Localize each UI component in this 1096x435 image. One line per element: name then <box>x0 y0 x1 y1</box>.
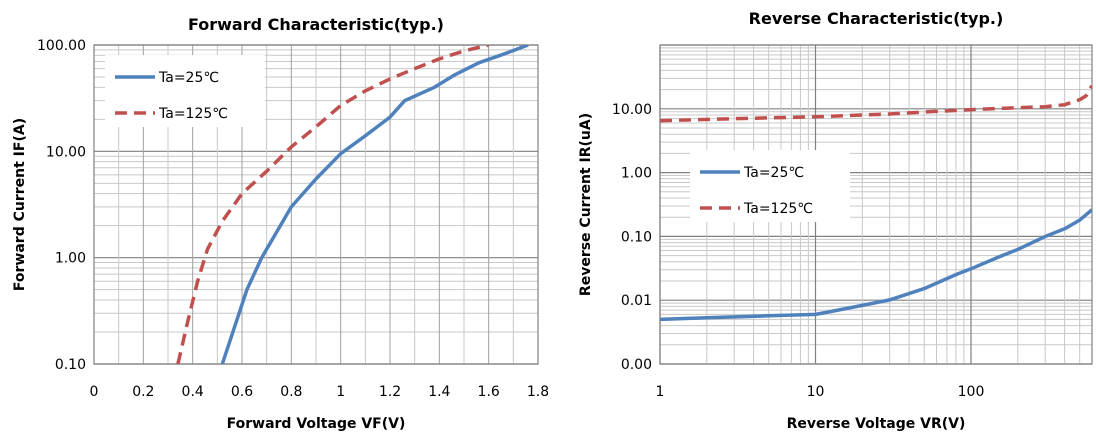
series-line-ta-25c <box>660 208 1092 322</box>
x-tick-label: 0.4 <box>182 384 204 400</box>
chart-title: Forward Characteristic(typ.) <box>188 15 444 34</box>
x-tick-label: 0 <box>90 384 99 400</box>
y-axis-label: Reverse Current IR(uA) <box>578 113 594 296</box>
series-line-ta-25c <box>220 45 529 364</box>
y-tick-label: 10.00 <box>46 144 86 160</box>
x-tick-label: 10 <box>807 384 825 400</box>
x-tick-label: 1.2 <box>379 384 401 400</box>
legend-label: Ta=125℃ <box>158 106 228 122</box>
x-tick-label: 100 <box>958 384 985 400</box>
series-line-ta-125c <box>660 84 1092 123</box>
plot-border <box>93 44 539 365</box>
reverse-characteristic-svg: Reverse Characteristic(typ.) 0.00 0.01 0.10… <box>578 9 1093 432</box>
y-tick-label: 0.01 <box>621 293 652 309</box>
legend-label: Ta=25℃ <box>158 70 219 86</box>
y-tick-label: 0.10 <box>621 229 652 245</box>
y-tick-label: 100.00 <box>37 38 86 54</box>
x-tick-label: 0.6 <box>231 384 253 400</box>
legend: Ta=25℃ Ta=125℃ <box>690 150 850 222</box>
forward-characteristic-svg: Forward Characteristic(typ.) 0.10 1.00 10.0… <box>12 15 548 432</box>
y-tick-label: 1.00 <box>55 251 86 267</box>
y-tick-label: 0.00 <box>621 357 652 373</box>
chart-title: Reverse Characteristic(typ.) <box>749 9 1004 28</box>
x-tick-label: 1.4 <box>428 384 450 400</box>
x-axis-label: Forward Voltage VF(V) <box>227 416 406 432</box>
forward-characteristic-chart: Forward Characteristic(typ.) 0.10 1.00 10.0… <box>12 15 548 432</box>
x-tick-label: 0.2 <box>132 384 154 400</box>
grid <box>659 44 1093 365</box>
x-tick-label: 0.8 <box>280 384 302 400</box>
x-tick-label: 1.8 <box>527 384 548 400</box>
y-tick-label: 0.10 <box>55 357 86 373</box>
legend: Ta=25℃ Ta=125℃ <box>105 55 265 127</box>
x-axis-label: Reverse Voltage VR(V) <box>787 416 966 432</box>
legend-box <box>690 150 850 222</box>
grid <box>93 44 539 365</box>
series-line-ta-125c <box>176 45 490 364</box>
x-tick-label: 1 <box>656 384 665 400</box>
y-axis-label: Forward Current IF(A) <box>12 118 28 291</box>
x-tick-label: 1 <box>336 384 345 400</box>
x-tick-label: 1.6 <box>478 384 500 400</box>
legend-label: Ta=25℃ <box>743 165 804 181</box>
legend-box <box>105 55 265 127</box>
y-tick-label: 1.00 <box>621 166 652 182</box>
y-tick-label: 10.00 <box>612 102 652 118</box>
plot-border <box>659 44 1093 365</box>
legend-label: Ta=125℃ <box>743 201 813 217</box>
reverse-characteristic-chart: Reverse Characteristic(typ.) 0.00 0.01 0.10… <box>548 0 1096 435</box>
